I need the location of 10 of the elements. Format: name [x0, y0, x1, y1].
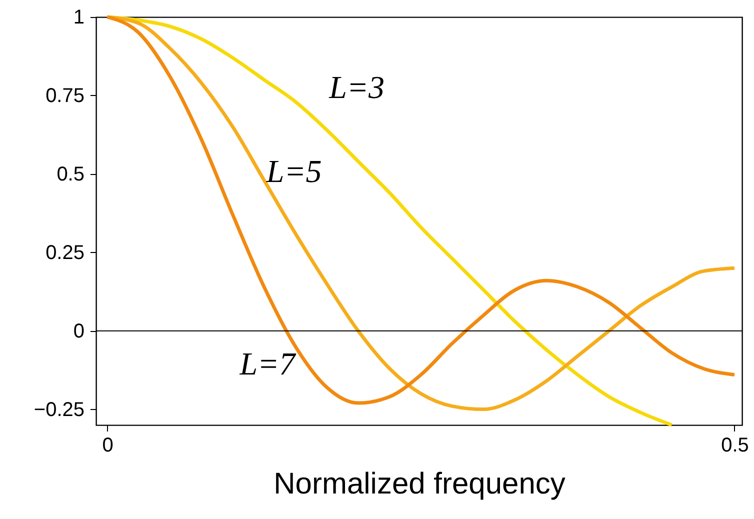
y-tick-label: −0.25 — [34, 398, 84, 421]
y-tick-label: 0.5 — [56, 163, 84, 186]
series-label: L=7 — [238, 346, 298, 382]
y-tick-label: 0.75 — [46, 84, 84, 107]
series-label: L=5 — [265, 153, 322, 190]
y-tick-label: 1 — [73, 6, 84, 28]
series-label: L=3 — [328, 68, 384, 105]
x-axis-title: Normalized frequency — [274, 468, 566, 500]
y-tick-label: 0 — [73, 320, 84, 342]
y-tick-label: 0.25 — [46, 242, 84, 264]
